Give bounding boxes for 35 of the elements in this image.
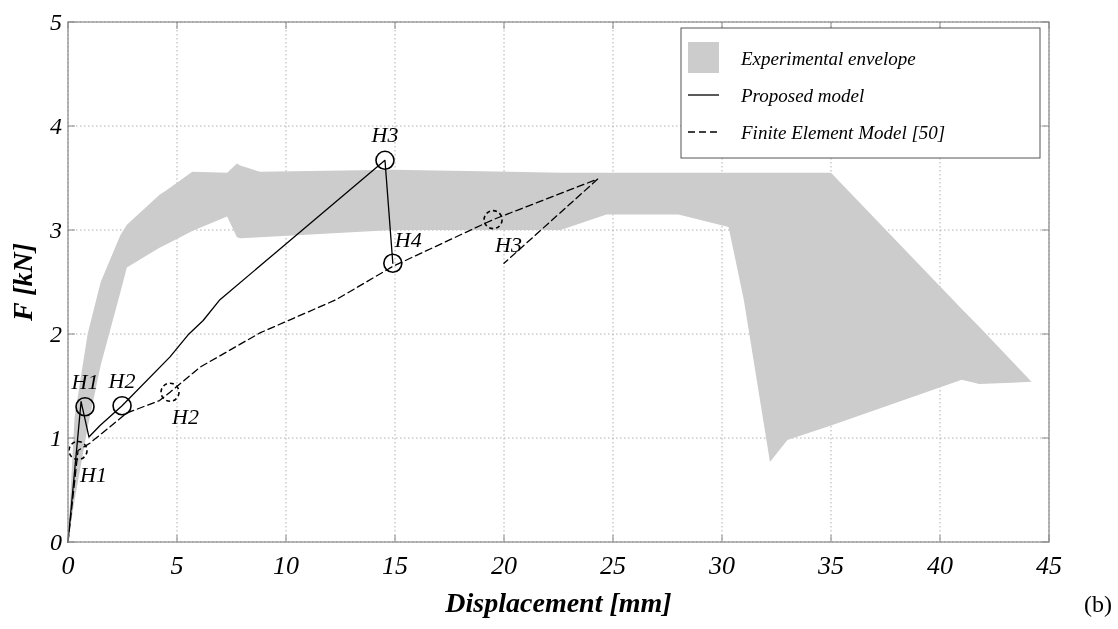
point bbox=[160, 382, 180, 403]
annotation: H2 bbox=[171, 404, 199, 430]
point bbox=[383, 253, 403, 274]
y-axis-title: F [kN] bbox=[7, 242, 38, 323]
annotation: H1 bbox=[79, 462, 107, 488]
y-tick-label: 1 bbox=[50, 425, 62, 451]
y-tick-label: 0 bbox=[50, 529, 62, 555]
y-tick-label: 2 bbox=[50, 321, 62, 347]
point bbox=[68, 440, 88, 461]
y-tick-label: 3 bbox=[49, 217, 62, 243]
y-tick-label: 5 bbox=[50, 9, 62, 35]
text: (b) bbox=[1084, 591, 1112, 617]
x-tick-label: 35 bbox=[817, 551, 844, 580]
legend-label: Experimental envelope bbox=[740, 48, 916, 69]
legend-label: Finite Element Model [50] bbox=[740, 122, 946, 143]
x-tick-label: 5 bbox=[170, 551, 184, 580]
point bbox=[75, 397, 95, 417]
annotation: H3 bbox=[370, 122, 399, 148]
point bbox=[483, 209, 503, 230]
x-tick-label: 10 bbox=[273, 551, 299, 580]
y-tick-label: 4 bbox=[50, 113, 62, 139]
annotation: H2 bbox=[107, 367, 136, 393]
legend-label: Proposed model bbox=[740, 85, 865, 106]
x-tick-label: 30 bbox=[708, 551, 735, 580]
point bbox=[375, 150, 395, 171]
x-tick-label: 15 bbox=[382, 551, 408, 580]
annotation: H3 bbox=[494, 231, 522, 257]
annotation: H1 bbox=[70, 368, 99, 394]
x-tick-label: 45 bbox=[1036, 551, 1062, 580]
x-tick-label: 20 bbox=[491, 551, 517, 580]
point bbox=[112, 395, 132, 416]
x-tick-label: 40 bbox=[927, 551, 953, 580]
annotation: H4 bbox=[393, 227, 422, 253]
x-tick-label: 25 bbox=[600, 551, 626, 580]
x-axis-title: Displacement [mm] bbox=[444, 587, 672, 618]
